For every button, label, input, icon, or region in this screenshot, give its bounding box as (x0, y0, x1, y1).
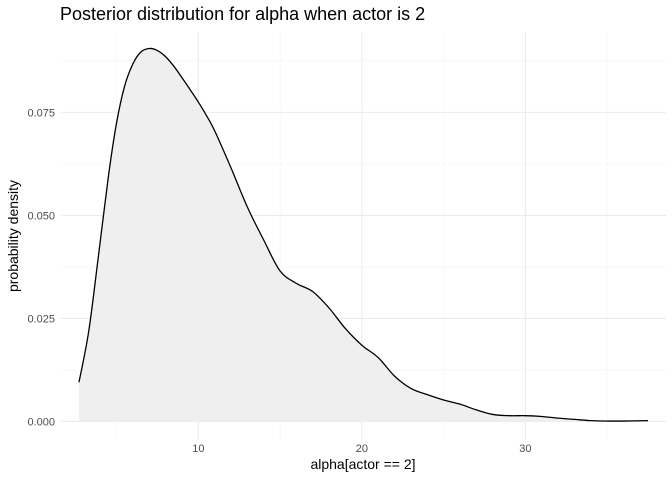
y-tick-label: 0.075 (27, 107, 55, 119)
x-tick-label: 20 (356, 443, 368, 455)
y-tick-label: 0.050 (27, 210, 55, 222)
density-area-fill (78, 48, 649, 422)
y-tick-label: 0.025 (27, 313, 55, 325)
x-tick-label: 30 (519, 443, 531, 455)
x-tick-label: 10 (192, 443, 204, 455)
y-axis-title: probability density (5, 180, 21, 292)
chart-title: Posterior distribution for alpha when ac… (60, 4, 426, 24)
density-layer (78, 47, 649, 422)
density-curve-line (78, 47, 649, 422)
y-tick-labels: 0.000 0.025 0.050 0.075 (27, 107, 55, 428)
y-tick-label: 0.000 (27, 416, 55, 428)
x-axis-title: alpha[actor == 2] (310, 456, 415, 472)
x-tick-labels: 10 20 30 (192, 443, 531, 455)
